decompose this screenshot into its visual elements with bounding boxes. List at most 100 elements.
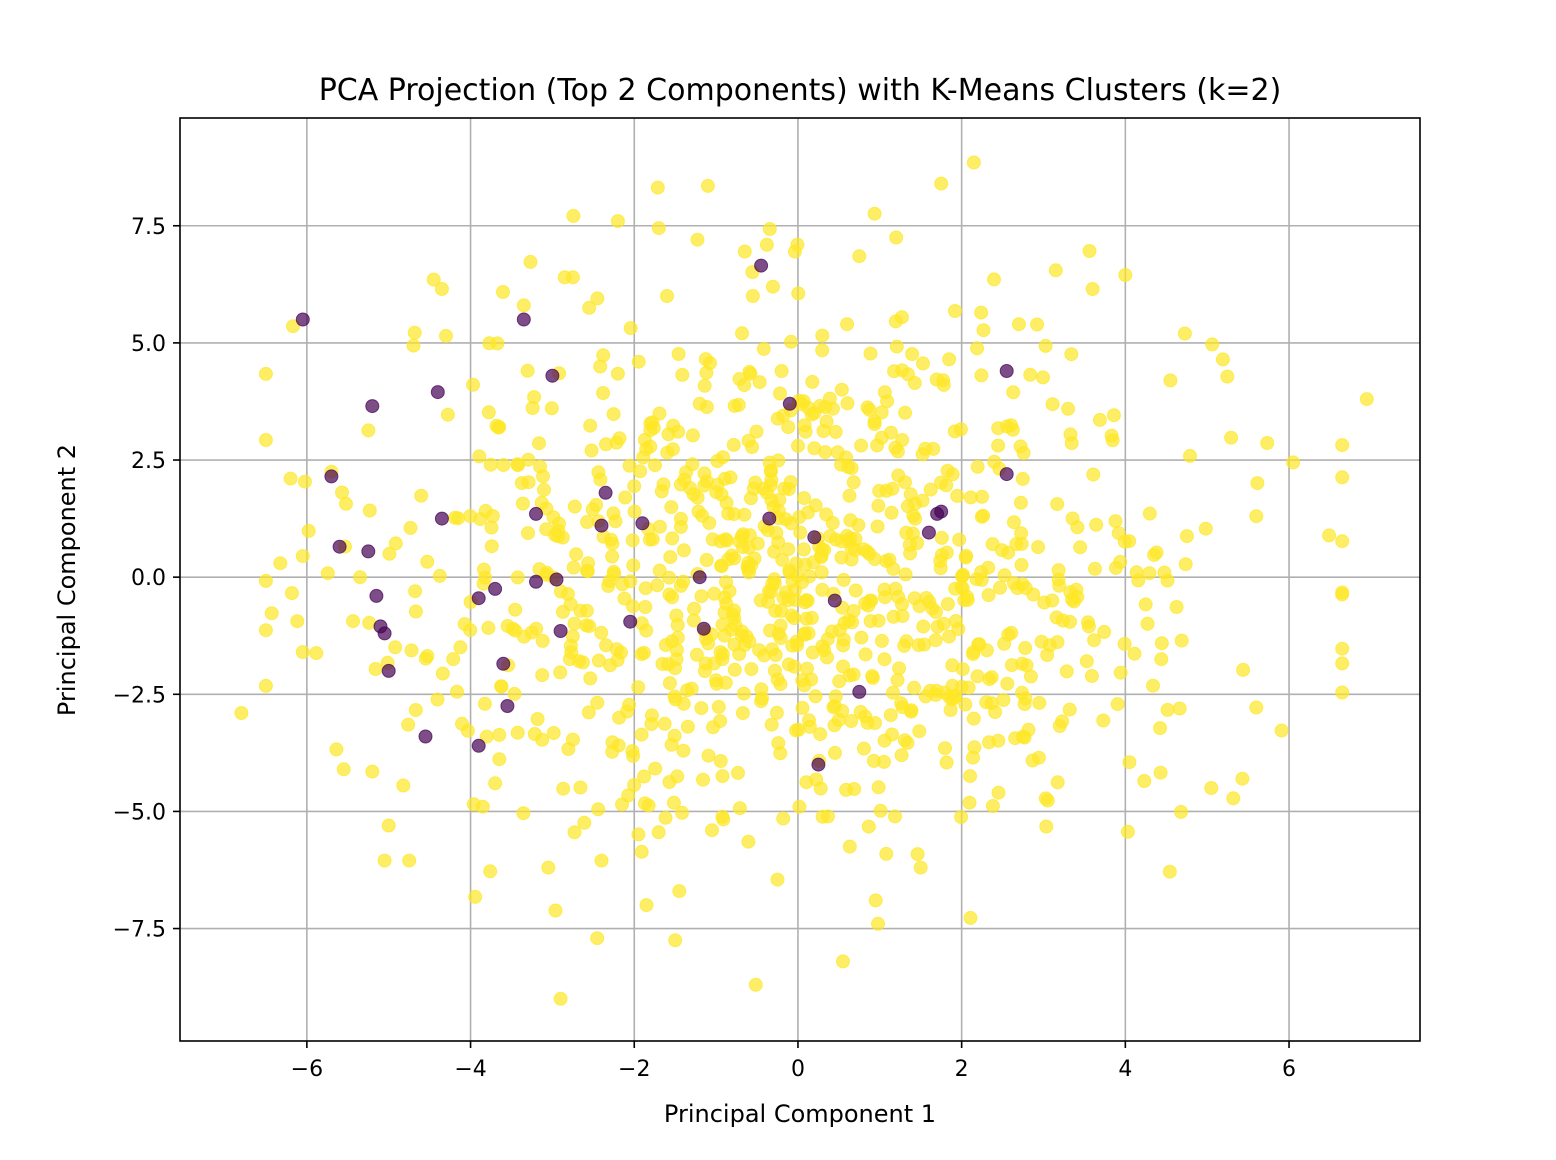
- cluster-1-point: [408, 604, 423, 619]
- cluster-1-point: [840, 528, 854, 543]
- cluster-1-point: [873, 803, 888, 818]
- cluster-1-point: [874, 405, 889, 420]
- cluster-1-point: [918, 689, 933, 704]
- cluster-1-point: [401, 717, 416, 732]
- cluster-1-point: [602, 574, 617, 589]
- cluster-1-point: [728, 618, 743, 633]
- cluster-1-point: [744, 558, 759, 573]
- cluster-0-point: [381, 663, 396, 678]
- cluster-1-point: [1335, 587, 1350, 602]
- cluster-1-point: [491, 420, 506, 435]
- cluster-1-point: [884, 505, 899, 520]
- cluster-1-point: [664, 737, 679, 752]
- y-axis-label: Principal Component 2: [53, 444, 81, 716]
- cluster-1-point: [430, 692, 445, 707]
- cluster-0-point: [623, 614, 638, 629]
- cluster-1-point: [1048, 263, 1063, 278]
- cluster-1-point: [1088, 561, 1102, 576]
- cluster-1-point: [1174, 633, 1189, 648]
- cluster-1-point: [511, 458, 525, 473]
- cluster-1-point: [894, 696, 909, 711]
- cluster-1-point: [742, 634, 757, 649]
- cluster-0-point: [827, 593, 842, 608]
- y-axis: −7.5 −5.0 −2.5 0.0 2.5 5.0 7.5: [113, 215, 180, 943]
- cluster-1-point: [561, 742, 576, 756]
- cluster-1-point: [408, 584, 423, 599]
- cluster-1-point: [362, 503, 377, 518]
- cluster-1-point: [1179, 529, 1194, 544]
- cluster-1-point: [664, 500, 679, 515]
- cluster-1-point: [862, 546, 877, 561]
- cluster-1-point: [1178, 557, 1193, 572]
- cluster-1-point: [970, 669, 985, 684]
- cluster-1-point: [938, 741, 952, 756]
- cluster-0-point: [635, 516, 650, 531]
- cluster-1-point: [627, 504, 642, 519]
- cluster-1-point: [625, 599, 640, 614]
- cluster-1-point: [942, 352, 957, 367]
- cluster-0-point: [369, 588, 384, 603]
- cluster-1-point: [676, 696, 691, 711]
- cluster-1-point: [329, 742, 344, 757]
- cluster-1-point: [634, 844, 649, 859]
- cluster-1-point: [622, 458, 637, 473]
- cluster-1-point: [507, 686, 522, 701]
- y-tick-label: 0.0: [131, 566, 166, 591]
- cluster-1-point: [453, 640, 468, 655]
- cluster-1-point: [583, 671, 598, 686]
- cluster-1-point: [929, 683, 944, 698]
- cluster-1-point: [874, 633, 889, 648]
- cluster-1-point: [825, 401, 840, 416]
- cluster-1-point: [794, 397, 809, 412]
- cluster-1-point: [819, 414, 834, 429]
- cluster-1-point: [731, 765, 745, 780]
- cluster-1-point: [1086, 467, 1101, 482]
- cluster-1-point: [1013, 495, 1028, 510]
- cluster-1-point: [776, 811, 791, 826]
- cluster-1-point: [784, 334, 799, 349]
- cluster-1-point: [1040, 648, 1055, 662]
- cluster-1-point: [696, 772, 710, 787]
- cluster-1-point: [1064, 347, 1079, 362]
- cluster-1-point: [851, 518, 866, 533]
- cluster-1-point: [903, 546, 918, 561]
- cluster-1-point: [912, 724, 927, 739]
- cluster-1-point: [612, 431, 627, 446]
- cluster-1-point: [966, 155, 981, 170]
- cluster-1-point: [745, 289, 760, 303]
- cluster-1-point: [939, 478, 954, 493]
- cluster-1-point: [892, 661, 907, 676]
- cluster-1-point: [1335, 641, 1350, 656]
- cluster-1-point: [660, 445, 675, 460]
- cluster-1-point: [336, 762, 351, 777]
- cluster-1-point: [804, 610, 819, 625]
- cluster-0-point: [549, 572, 564, 587]
- cluster-0-point: [488, 581, 503, 596]
- cluster-1-point: [483, 864, 498, 879]
- cluster-1-point: [805, 374, 820, 389]
- cluster-1-point: [736, 686, 751, 701]
- cluster-1-point: [879, 554, 894, 568]
- cluster-1-point: [991, 785, 1006, 800]
- cluster-0-point: [762, 511, 777, 526]
- cluster-1-point: [825, 516, 840, 530]
- cluster-1-point: [627, 479, 642, 494]
- cluster-1-point: [789, 723, 803, 738]
- cluster-1-point: [420, 554, 435, 569]
- cluster-1-point: [1006, 385, 1021, 400]
- cluster-1-point: [639, 623, 654, 638]
- cluster-1-point: [732, 801, 747, 816]
- cluster-1-point: [888, 809, 902, 824]
- cluster-1-point: [750, 536, 765, 551]
- cluster-1-point: [434, 282, 449, 296]
- cluster-1-point: [1081, 619, 1096, 634]
- cluster-1-point: [675, 367, 690, 382]
- cluster-1-point: [827, 718, 842, 733]
- cluster-1-point: [942, 629, 957, 644]
- cluster-1-point: [834, 382, 849, 397]
- cluster-1-point: [910, 847, 925, 862]
- cluster-1-point: [832, 674, 847, 689]
- cluster-1-point: [823, 529, 838, 544]
- cluster-1-point: [727, 662, 742, 677]
- cluster-1-point: [1149, 545, 1164, 560]
